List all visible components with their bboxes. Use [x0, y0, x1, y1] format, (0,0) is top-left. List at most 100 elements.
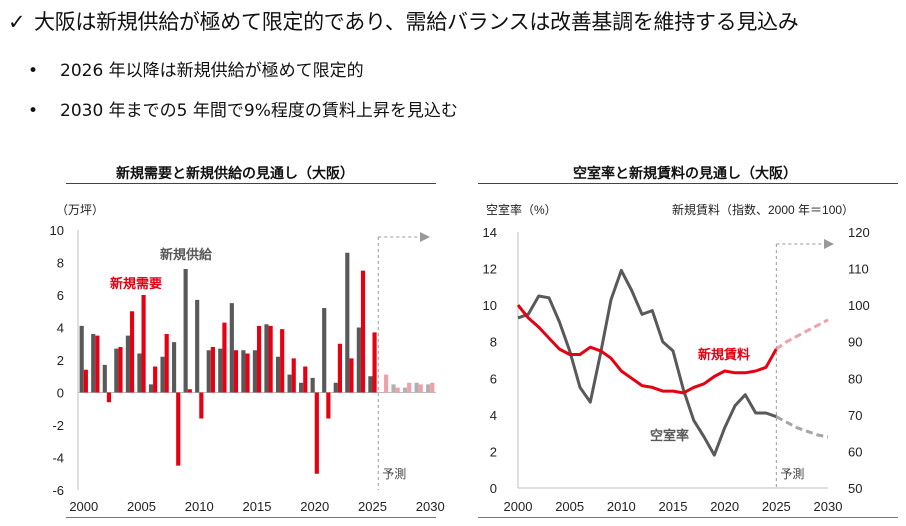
- demand-bar: [222, 322, 227, 393]
- x-tick-label: 2025: [762, 499, 791, 514]
- demand-bar: [407, 382, 412, 393]
- supply-bar: [218, 348, 223, 393]
- right-tick-label: 60: [848, 444, 862, 459]
- vacancy-line: [517, 268, 777, 457]
- x-tick-label: 2030: [416, 499, 445, 514]
- y-tick-label: 2: [57, 353, 64, 368]
- demand-bar: [337, 343, 342, 393]
- supply-bar: [426, 384, 431, 393]
- supply-series-label: 新規供給: [160, 247, 213, 262]
- demand-bar: [268, 325, 273, 393]
- check-icon: ✓: [8, 10, 26, 34]
- supply-bar: [183, 269, 188, 393]
- supply-bar: [264, 324, 269, 393]
- demand-bar: [303, 366, 308, 393]
- demand-bar: [153, 366, 158, 393]
- demand-series-label: 新規需要: [110, 276, 162, 291]
- supply-bar: [114, 348, 119, 393]
- bar-chart-title: 新規需要と新規供給の見通し（大阪）: [116, 166, 354, 182]
- supply-bar: [229, 303, 234, 393]
- demand-bar: [118, 347, 123, 393]
- right-tick-label: 50: [848, 481, 862, 496]
- y-tick-label: 0: [57, 386, 64, 401]
- supply-bar: [79, 325, 84, 393]
- bottom-rule: [66, 517, 436, 518]
- left-tick-label: 8: [490, 335, 497, 350]
- forecast-label: 予測: [382, 467, 406, 481]
- supply-bar: [206, 350, 211, 393]
- left-tick-label: 14: [483, 225, 497, 240]
- y-tick-label: 8: [57, 256, 64, 271]
- supply-bar: [310, 377, 315, 393]
- headline: ✓ 大阪は新規供給が極めて限定的であり、需給バランスは改善基調を維持する見込み: [8, 6, 799, 36]
- forecast-label: 予測: [780, 467, 804, 481]
- right-tick-label: 80: [848, 371, 862, 386]
- demand-bar: [326, 392, 331, 419]
- y-tick-label: 4: [57, 321, 64, 336]
- demand-bar: [141, 295, 146, 393]
- supply-bar: [356, 327, 361, 393]
- x-tick-label: 2010: [185, 499, 214, 514]
- title-underline: [66, 183, 436, 184]
- left-axis-title: 空室率（%）: [486, 202, 557, 217]
- supply-bar: [322, 308, 327, 393]
- bullet-item: • 2026 年以降は新規供給が極めて限定的: [28, 56, 364, 81]
- right-tick-label: 90: [848, 335, 862, 350]
- demand-bar: [129, 311, 135, 393]
- demand-bar: [280, 329, 285, 393]
- demand-bar: [176, 392, 181, 466]
- right-tick-label: 100: [848, 298, 870, 313]
- x-tick-label: 2005: [127, 499, 156, 514]
- demand-bar: [199, 392, 204, 419]
- bottom-rule: [478, 517, 898, 518]
- forecast-arrow-head: [420, 232, 430, 242]
- supply-bar: [333, 382, 338, 393]
- demand-bar: [233, 350, 239, 393]
- supply-bar: [137, 353, 142, 393]
- x-tick-label: 2020: [300, 499, 329, 514]
- rent-forecast-line: [775, 318, 829, 351]
- x-tick-label: 2015: [243, 499, 272, 514]
- demand-bar: [430, 382, 435, 393]
- vacancy-forecast-line: [775, 415, 829, 439]
- bullet-icon: •: [28, 101, 39, 121]
- demand-bar: [164, 334, 169, 393]
- y-tick-label: -4: [52, 451, 64, 466]
- supply-bar: [391, 384, 396, 393]
- y-tick-label: 6: [57, 288, 64, 303]
- right-tick-label: 70: [848, 408, 862, 423]
- left-tick-label: 6: [490, 371, 497, 386]
- supply-bar: [102, 364, 107, 393]
- right-axis-title: 新規賃料（指数、2000 年＝100）: [672, 202, 854, 217]
- demand-bar: [372, 332, 377, 393]
- bullet-item: • 2030 年までの5 年間で9%程度の賃料上昇を見込む: [28, 96, 458, 121]
- supply-bar: [125, 335, 130, 393]
- line-chart-title: 空室率と新規賃料の見通し（大阪）: [573, 166, 797, 182]
- y-unit-label: （万坪）: [56, 203, 104, 217]
- right-tick-label: 110: [848, 262, 869, 277]
- supply-bar: [160, 356, 165, 393]
- supply-bar: [91, 334, 96, 393]
- demand-bar: [395, 387, 400, 393]
- forecast-arrow-head: [824, 239, 834, 249]
- supply-bar: [241, 350, 246, 393]
- demand-bar: [83, 369, 88, 393]
- rent-line: [516, 304, 778, 395]
- right-tick-label: 120: [848, 225, 870, 240]
- rent-series-label: 新規賃料: [698, 347, 750, 362]
- supply-bar: [252, 350, 257, 393]
- supply-bar: [402, 387, 408, 393]
- x-tick-label: 2005: [555, 499, 584, 514]
- supply-bar: [148, 384, 154, 393]
- supply-bar: [172, 342, 177, 393]
- x-tick-label: 2015: [659, 499, 688, 514]
- x-tick-label: 2000: [69, 499, 98, 514]
- left-tick-label: 2: [490, 444, 497, 459]
- left-tick-label: 12: [483, 262, 497, 277]
- supply-bar: [379, 392, 385, 393]
- bullet-text: 2030 年までの5 年間で9%程度の賃料上昇を見込む: [60, 101, 458, 121]
- left-tick-label: 0: [490, 481, 497, 496]
- demand-bar: [95, 335, 100, 393]
- y-tick-label: -2: [52, 418, 64, 433]
